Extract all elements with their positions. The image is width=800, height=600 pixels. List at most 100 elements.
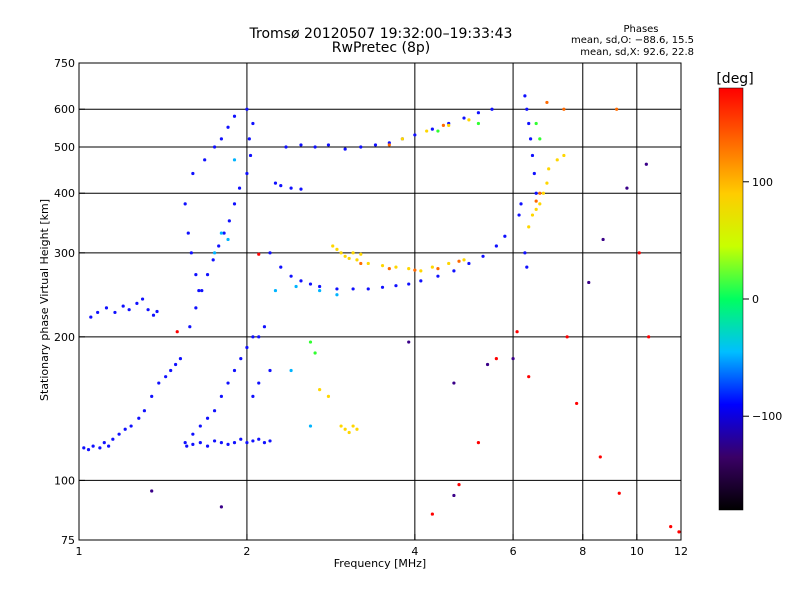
- data-point: [178, 357, 183, 361]
- data-point: [436, 266, 440, 271]
- data-point: [129, 424, 133, 428]
- colorbar-tick-label: 0: [752, 293, 759, 306]
- y-tick-label: 400: [54, 187, 75, 200]
- data-point: [373, 143, 378, 147]
- x-tick-label: 6: [510, 545, 517, 558]
- data-point: [366, 261, 370, 266]
- data-point: [530, 153, 535, 158]
- data-point: [289, 186, 293, 190]
- data-point: [251, 121, 255, 126]
- data-point: [331, 244, 335, 248]
- data-point: [251, 439, 255, 443]
- data-point: [164, 375, 168, 379]
- data-point: [335, 287, 339, 291]
- data-point: [262, 441, 267, 445]
- y-tick-label: 600: [54, 103, 75, 116]
- data-point: [538, 191, 542, 195]
- data-point: [452, 269, 456, 273]
- data-point: [387, 266, 391, 271]
- data-point: [186, 231, 190, 235]
- data-point: [511, 357, 515, 361]
- data-point: [436, 274, 440, 278]
- data-point: [430, 512, 434, 516]
- data-point: [86, 448, 91, 452]
- data-point: [523, 94, 527, 98]
- data-point: [183, 441, 187, 445]
- data-point: [481, 254, 485, 258]
- data-point: [351, 424, 355, 428]
- points-layer: [82, 94, 681, 534]
- colorbar-tick-label: −100: [752, 410, 782, 423]
- data-point: [555, 158, 559, 162]
- data-point: [194, 306, 198, 310]
- data-point: [205, 416, 210, 420]
- data-point: [200, 288, 204, 293]
- data-point: [226, 237, 230, 242]
- data-point: [219, 137, 223, 141]
- data-point: [525, 265, 529, 269]
- data-point: [359, 252, 363, 256]
- data-point: [407, 282, 411, 286]
- data-point: [198, 441, 202, 445]
- data-point: [257, 381, 261, 385]
- data-point: [150, 489, 154, 493]
- data-point: [534, 121, 538, 126]
- data-point: [538, 137, 542, 141]
- data-point: [347, 256, 351, 261]
- data-point: [380, 285, 385, 289]
- data-point: [232, 368, 237, 373]
- data-point: [121, 304, 125, 308]
- data-point: [82, 446, 86, 450]
- data-point: [601, 237, 605, 242]
- data-point: [289, 368, 293, 373]
- data-point: [198, 424, 202, 428]
- data-point: [212, 145, 217, 149]
- plot-frame: [78, 62, 682, 541]
- data-point: [268, 251, 272, 255]
- data-point: [189, 251, 193, 255]
- data-point: [485, 362, 490, 367]
- data-point: [113, 310, 117, 315]
- data-point: [347, 430, 351, 435]
- data-point: [185, 444, 189, 448]
- data-point: [219, 505, 223, 509]
- x-axis-label: Frequency [MHz]: [334, 557, 426, 570]
- data-point: [598, 455, 602, 459]
- data-point: [503, 234, 507, 238]
- data-point: [273, 288, 278, 293]
- data-point: [313, 145, 317, 149]
- data-point: [647, 335, 651, 339]
- grid-layer: [79, 63, 681, 540]
- data-point: [447, 261, 451, 266]
- data-point: [226, 381, 230, 385]
- y-tick-label: 200: [54, 331, 75, 344]
- data-point: [219, 441, 223, 445]
- data-point: [150, 394, 154, 399]
- x-tick-label: 10: [630, 545, 644, 558]
- data-point: [211, 258, 215, 262]
- data-point: [476, 441, 481, 445]
- data-point: [194, 273, 198, 277]
- data-point: [137, 416, 141, 420]
- phases-title: Phases: [623, 24, 658, 35]
- data-point: [326, 394, 331, 399]
- data-point: [637, 251, 641, 255]
- data-point: [547, 167, 551, 171]
- data-point: [89, 315, 93, 319]
- data-point: [191, 432, 195, 436]
- data-point: [279, 265, 283, 269]
- data-point: [476, 121, 481, 126]
- y-tick-label: 75: [61, 534, 75, 547]
- data-point: [467, 118, 471, 122]
- data-point: [394, 284, 398, 288]
- data-point: [96, 310, 100, 315]
- data-point: [527, 121, 531, 126]
- data-point: [457, 259, 461, 263]
- data-point: [339, 424, 343, 428]
- data-point: [268, 439, 272, 443]
- data-point: [565, 335, 569, 339]
- data-point: [380, 264, 385, 268]
- data-point: [127, 308, 131, 312]
